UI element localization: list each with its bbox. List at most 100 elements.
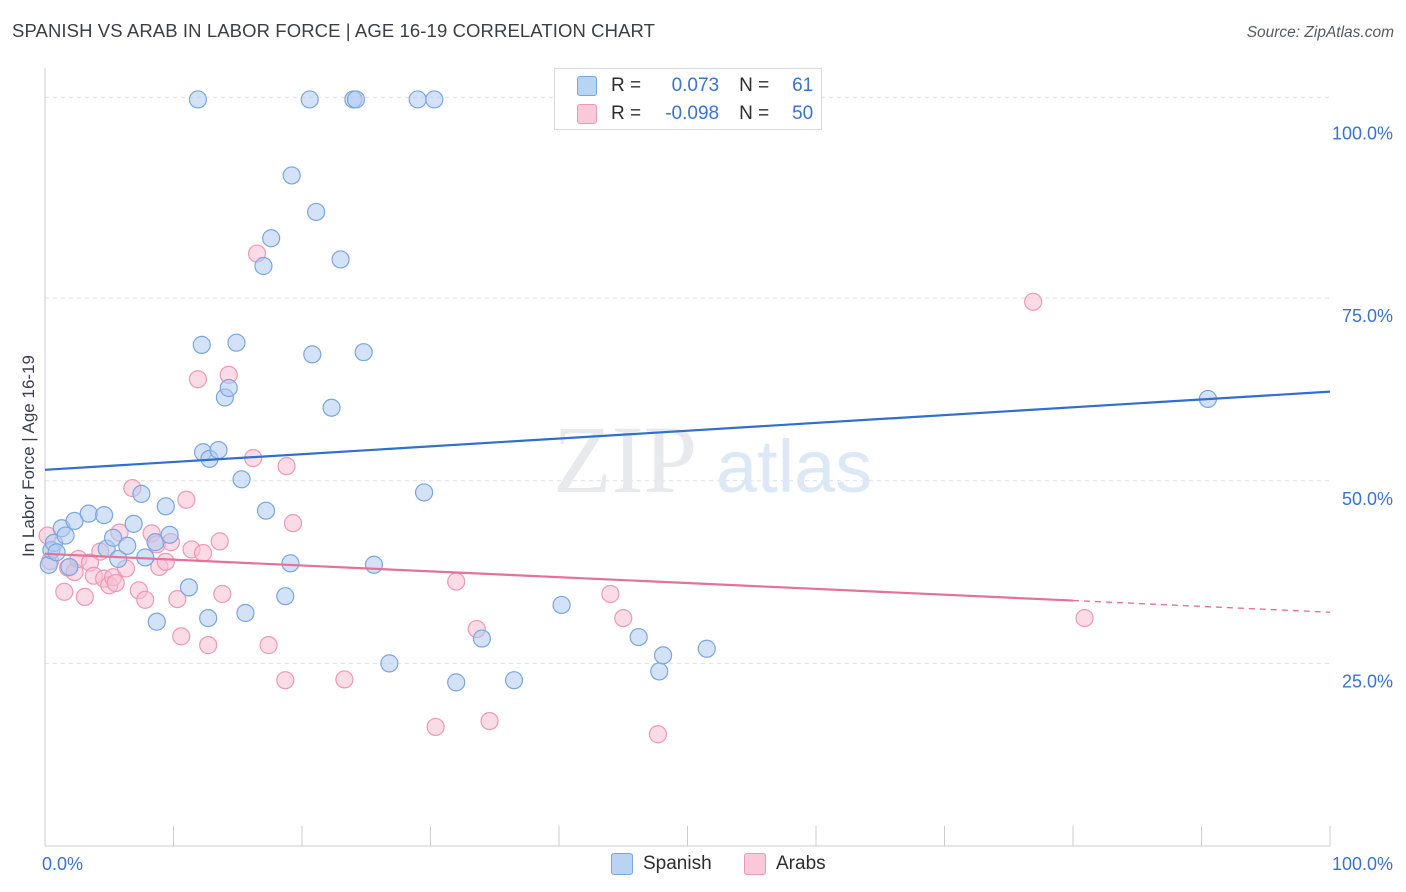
spanish-point [408,90,427,109]
spanish-point [118,536,137,555]
trend-lines [44,390,1331,613]
arabs-point [1024,292,1043,311]
spanish-point [254,256,273,276]
legend-row-arabs: R = -0.098 N = 50 [577,101,813,127]
spanish-point [65,511,84,531]
arabs-trend-extension [1072,599,1331,613]
spanish-point [132,484,151,504]
arabs-point [447,572,466,591]
spanish-point [322,398,341,417]
arabs-n-label: N = [739,103,770,124]
arabs-point [168,589,187,609]
spanish-point [188,90,208,109]
spanish-point [156,497,175,516]
arabs-r-value: -0.098 [665,103,720,124]
watermark-atlas: atlas [716,425,872,508]
spanish-point [124,514,143,533]
spanish-point [281,554,300,573]
spanish-point [199,608,218,628]
arabs-point [426,717,445,737]
spanish-point [653,646,673,665]
spanish-point [192,335,211,354]
arabs-point [188,370,208,389]
stats-legend: R = 0.073 N = 61 R = -0.098 N = 50 [554,68,822,130]
y-tick-label: 75.0% [1342,306,1393,326]
spanish-point [104,528,123,547]
spanish-point [146,533,165,552]
bottom-spanish-swatch [611,853,633,875]
arabs-point [1075,608,1094,628]
bottom-spanish-label: Spanish [643,853,712,874]
spanish-point [276,587,295,606]
watermark-zip: ZIP [553,406,697,513]
spanish-point [552,595,571,615]
arabs-point [55,582,74,601]
spanish-point [697,639,716,658]
spanish-swatch [577,76,597,96]
spanish-point [447,673,466,692]
bottom-arabs-label: Arabs [776,853,826,874]
spanish-point [79,504,98,523]
spanish-point [331,250,350,269]
arabs-point [277,457,296,476]
y-tick-label: 25.0% [1342,671,1393,691]
arabs-point [75,587,94,607]
spanish-point [256,501,276,520]
source-credit: Source: ZipAtlas.com [1246,24,1394,41]
spanish-point [232,470,251,489]
x-tick-label: 0.0% [42,854,83,874]
arabs-point [213,584,232,604]
bottom-legend-spanish: Spanish [611,851,712,877]
watermark: ZIP atlas [553,406,872,513]
bottom-legend-arabs: Arabs [744,851,826,877]
arabs-point [210,532,229,551]
spanish-point [307,202,326,222]
arabs-trend-line [44,552,1074,602]
spanish-point [160,525,179,544]
arabs-point [193,543,213,563]
arabs-point [172,627,191,646]
spanish-point [303,345,322,364]
y-axis-label: In Labor Force | Age 16-19 [19,355,38,557]
arabs-point [177,490,196,509]
arabs-r-label: R = [611,103,642,124]
arabs-swatch [577,104,597,124]
chart-title: SPANISH VS ARAB IN LABOR FORCE | AGE 16-… [12,20,656,41]
arabs-point [136,590,155,609]
arabs-point [614,608,633,628]
arabs-point [480,711,499,731]
bottom-arabs-swatch [744,853,766,875]
spanish-point [380,654,399,673]
spanish-point [179,578,199,597]
x-tick-label: 100.0% [1332,854,1393,874]
spanish-point [60,557,79,577]
spanish-point [47,543,66,562]
arabs-point [106,573,125,593]
spanish-trend-line [44,390,1331,471]
spanish-point [282,166,301,185]
spanish-r-label: R = [611,75,642,96]
arabs-point [259,636,278,655]
arabs-point [276,671,295,690]
arabs-point [335,670,354,689]
spanish-point [629,627,648,647]
spanish-n-label: N = [739,75,770,96]
spanish-point [219,378,238,398]
spanish-point [56,526,75,545]
spanish-point [109,549,128,569]
y-tick-label: 50.0% [1342,489,1393,509]
spanish-point [236,603,255,623]
spanish-point [425,90,444,109]
spanish-point [364,555,384,574]
arabs-point [601,584,620,604]
spanish-point [504,671,524,690]
arabs-point [199,636,218,655]
arabs-n-value: 50 [792,103,814,124]
spanish-point [209,440,228,460]
spanish-point [300,90,319,109]
spanish-points [39,90,1218,692]
spanish-point [650,662,669,681]
arabs-point [283,514,303,533]
gridlines [45,96,1330,664]
